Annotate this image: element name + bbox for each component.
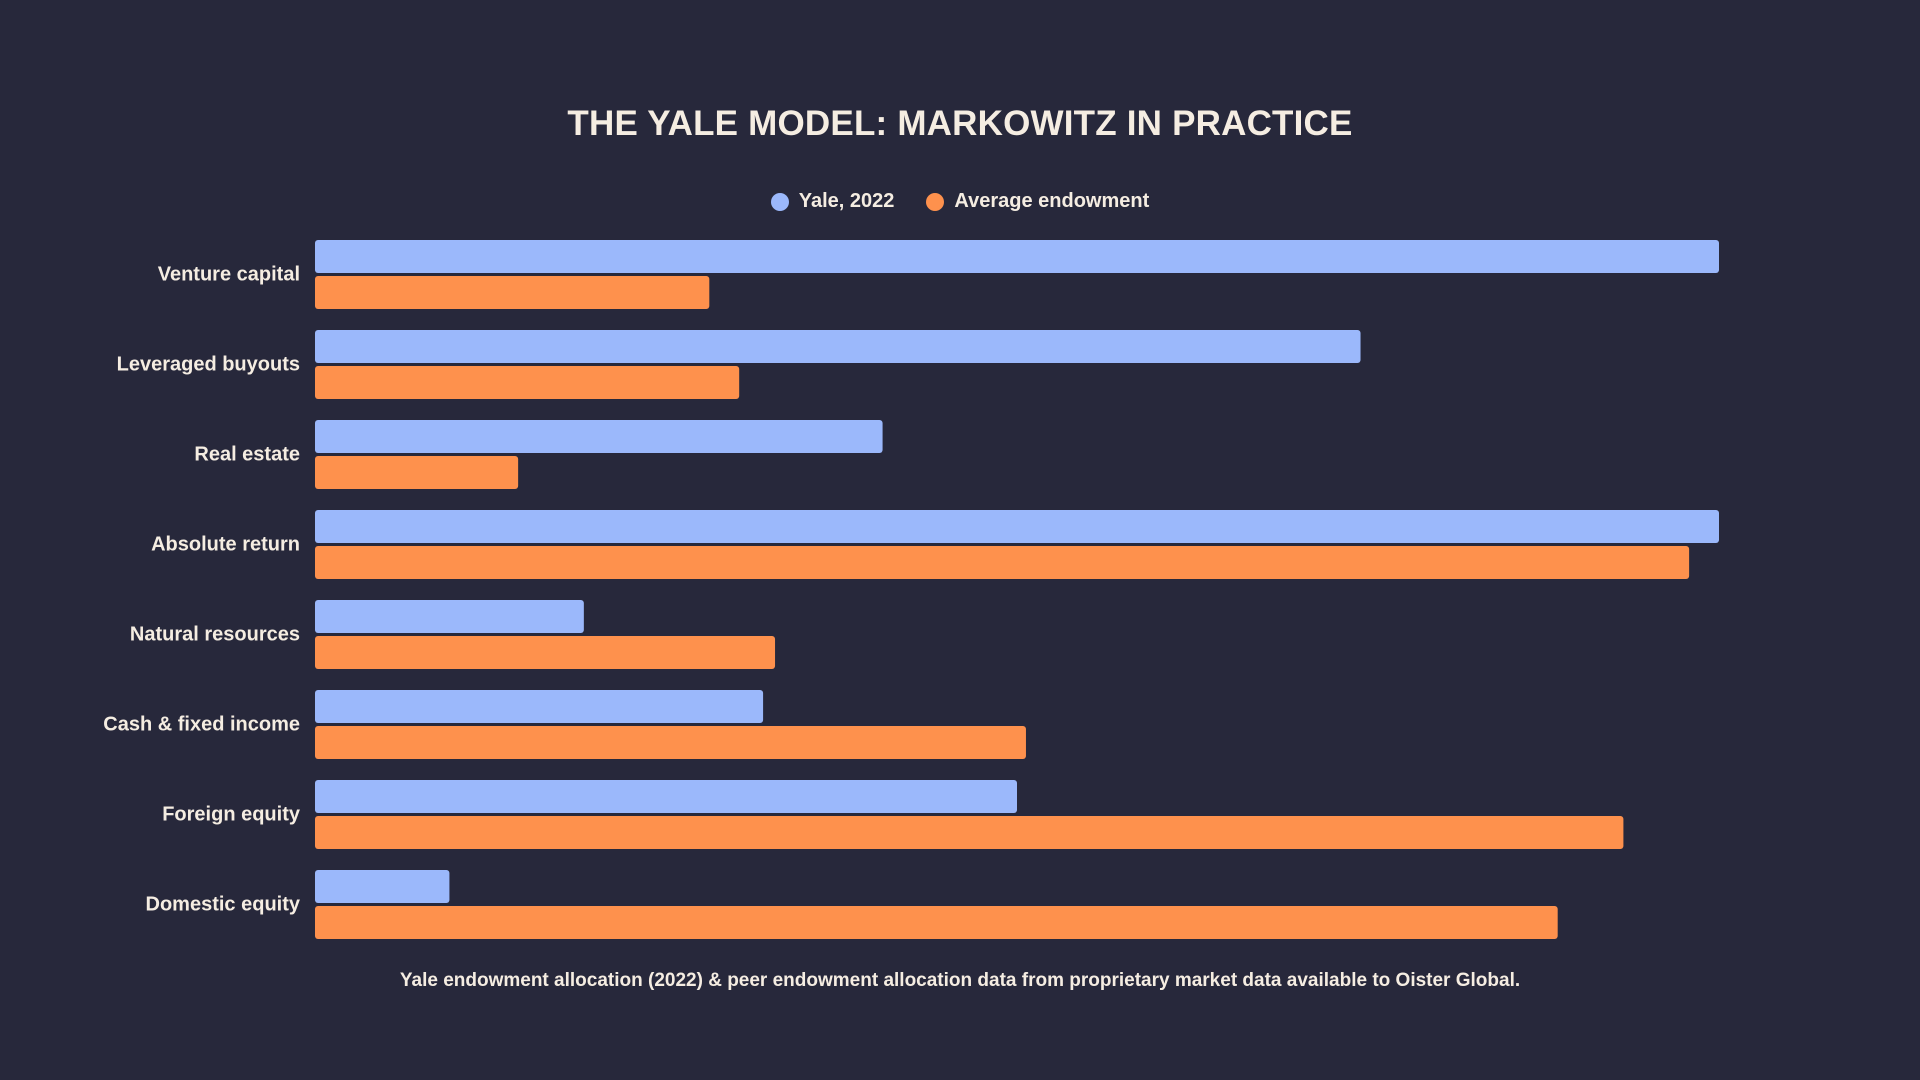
- bar-average-endowment-domestic-equity: [315, 906, 1558, 939]
- bar-yale-2022-foreign-equity: [315, 780, 1017, 813]
- category-label-domestic-equity: Domestic equity: [146, 893, 301, 915]
- bar-average-endowment-absolute-return: [315, 546, 1690, 579]
- category-label-foreign-equity: Foreign equity: [162, 803, 301, 825]
- category-label-absolute-return: Absolute return: [151, 533, 300, 555]
- bar-yale-2022-absolute-return: [315, 510, 1719, 543]
- bar-yale-2022-real-estate: [315, 420, 883, 453]
- bar-yale-2022-domestic-equity: [315, 870, 450, 903]
- footnote: Yale endowment allocation (2022) & peer …: [399, 970, 1521, 991]
- bar-average-endowment-leveraged-buyouts: [315, 366, 740, 399]
- category-label-natural-resources: Natural resources: [130, 623, 300, 645]
- legend-item-yale: Yale, 2022: [770, 190, 895, 213]
- category-label-real-estate: Real estate: [194, 443, 300, 465]
- bar-yale-2022-cash-fixed-income: [315, 690, 764, 723]
- bar-yale-2022-natural-resources: [315, 600, 584, 633]
- bar-average-endowment-cash-fixed-income: [315, 726, 1026, 759]
- chart-title: THE YALE MODEL: MARKOWITZ IN PRACTICE: [567, 104, 1353, 143]
- legend-item-average: Average endowment: [926, 190, 1149, 213]
- legend: Yale, 2022 Average endowment: [0, 190, 1920, 213]
- bar-average-endowment-natural-resources: [315, 636, 776, 669]
- category-label-leveraged-buyouts: Leveraged buyouts: [117, 353, 300, 375]
- category-label-venture-capital: Venture capital: [158, 263, 300, 285]
- bar-yale-2022-venture-capital: [315, 240, 1719, 273]
- category-label-cash-fixed-income: Cash & fixed income: [103, 713, 300, 735]
- legend-label-yale: Yale, 2022: [798, 190, 895, 212]
- bar-average-endowment-real-estate: [315, 456, 519, 489]
- bar-average-endowment-venture-capital: [315, 276, 710, 309]
- legend-swatch-yale: [770, 192, 789, 211]
- bar-average-endowment-foreign-equity: [315, 816, 1624, 849]
- legend-label-average: Average endowment: [954, 190, 1150, 212]
- legend-swatch-average: [926, 192, 945, 211]
- bar-yale-2022-leveraged-buyouts: [315, 330, 1361, 363]
